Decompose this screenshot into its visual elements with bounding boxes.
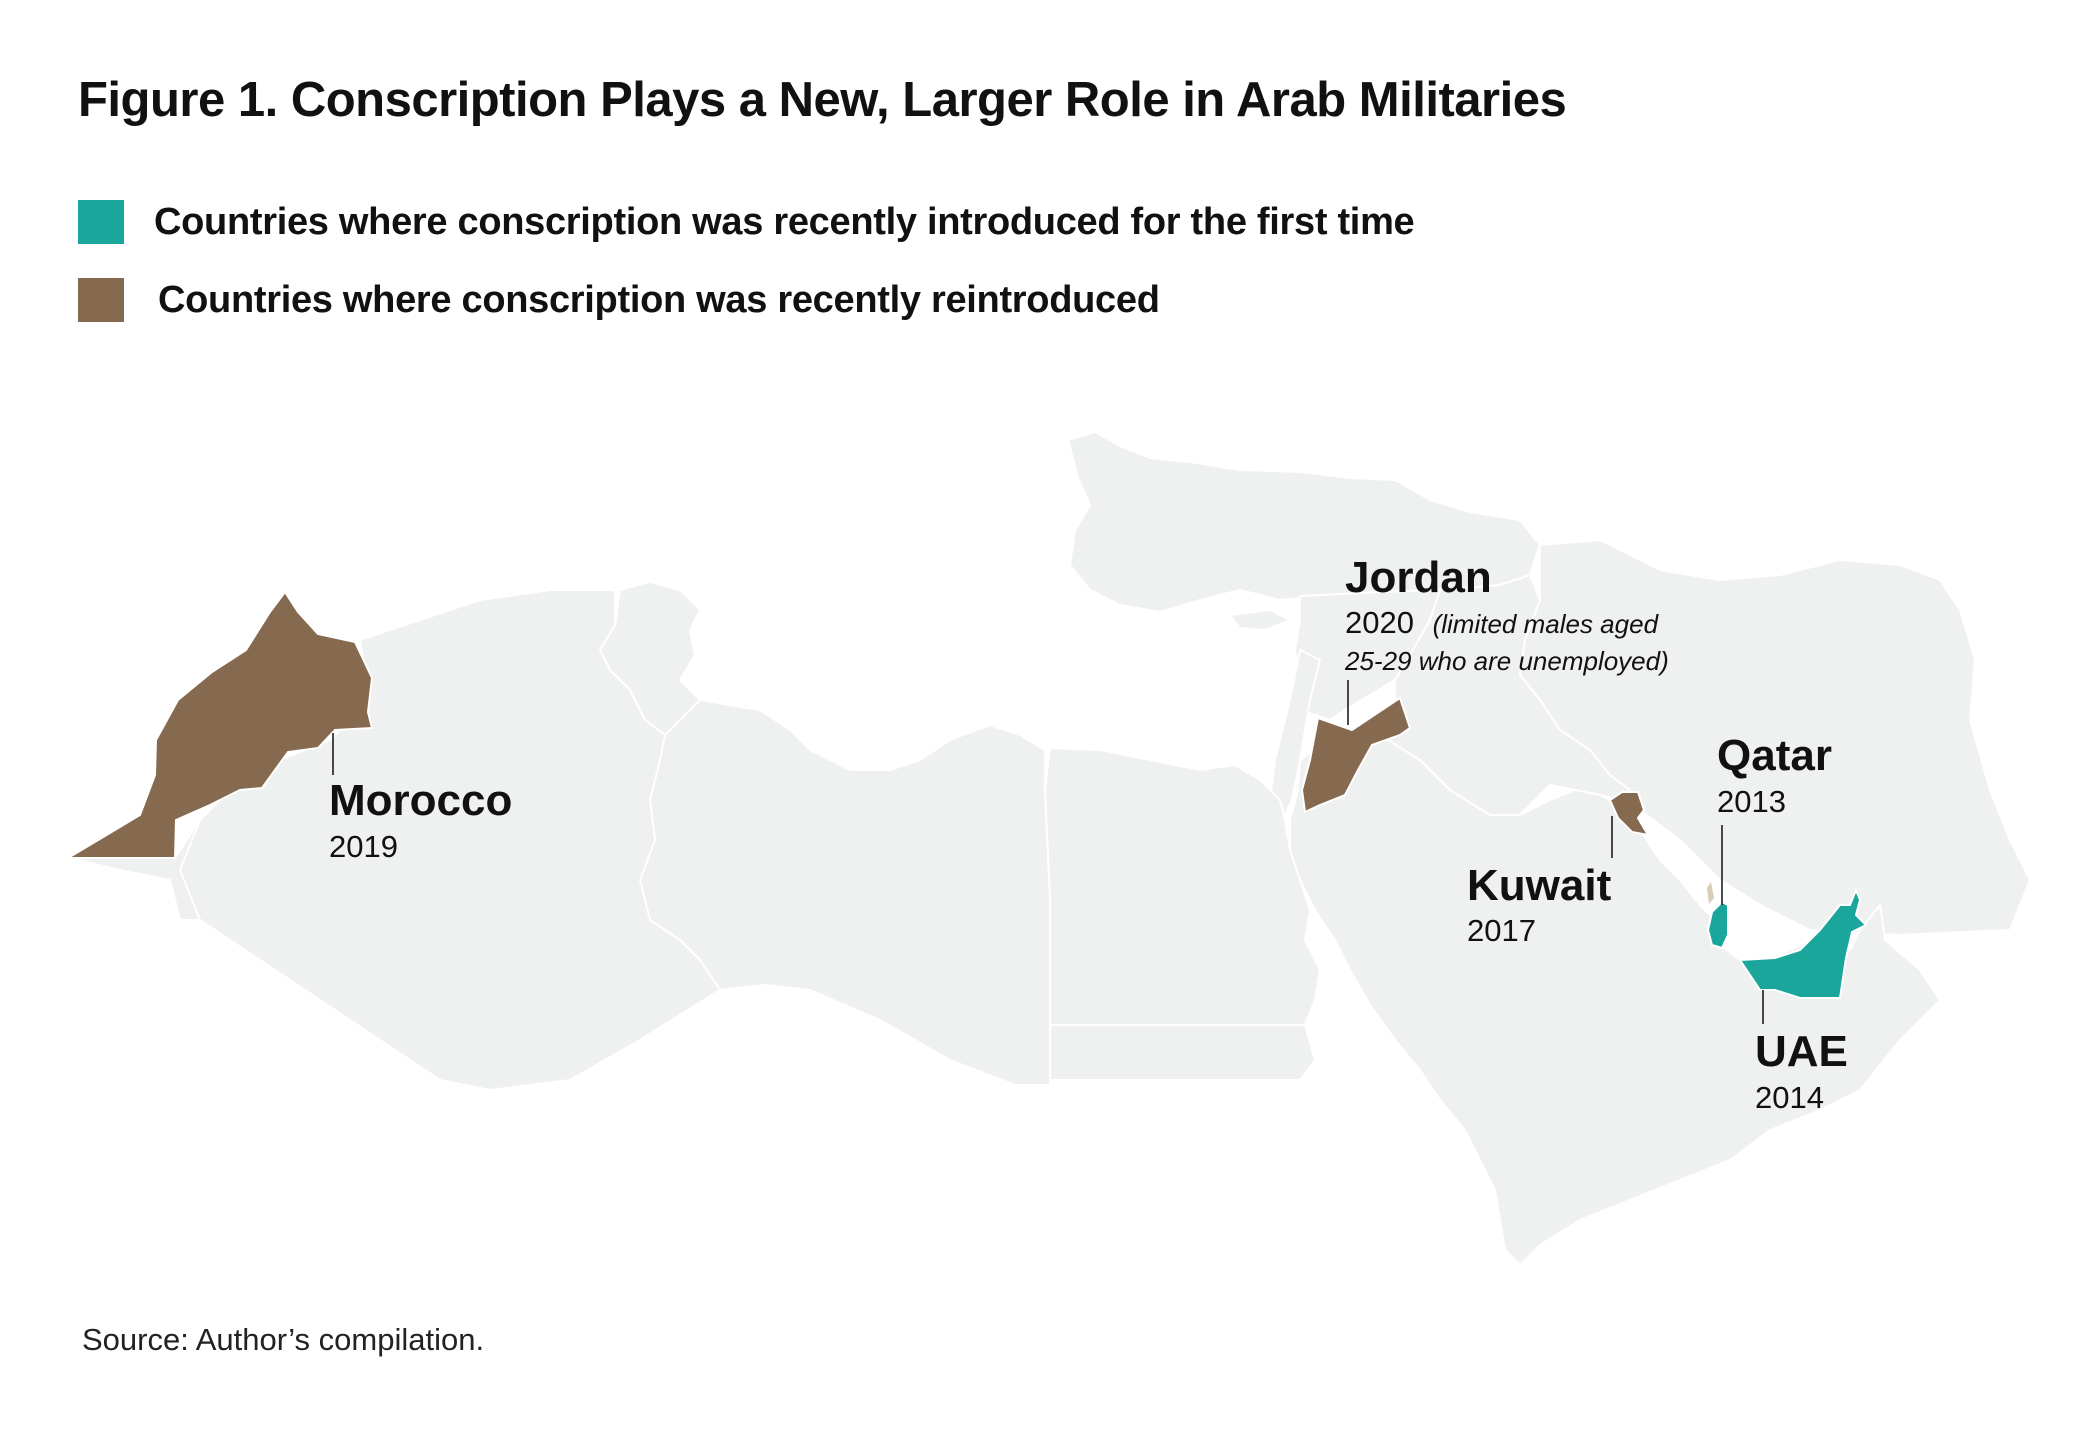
- label-qatar-name: Qatar: [1717, 731, 1832, 780]
- country-libya: [639, 699, 1051, 1086]
- country-western-sahara: [69, 819, 201, 921]
- country-saudi-arabia: [1289, 734, 1941, 1266]
- label-morocco-name: Morocco: [329, 776, 512, 825]
- label-kuwait-year: 2017: [1467, 913, 1536, 948]
- country-cyprus: [1229, 609, 1291, 631]
- legend-swatch-introduced: [78, 200, 124, 244]
- base-land: [69, 431, 2031, 1266]
- label-uae-name: UAE: [1755, 1027, 1848, 1076]
- label-jordan-year-value: 2020: [1345, 605, 1414, 640]
- country-morocco: [64, 590, 374, 859]
- legend-label-introduced: Countries where conscription was recentl…: [154, 200, 1415, 243]
- label-qatar-year: 2013: [1717, 784, 1786, 819]
- figure-title: Figure 1. Conscription Plays a New, Larg…: [78, 73, 1567, 127]
- country-sudan: [1049, 1024, 1316, 1081]
- label-jordan-note-1: (limited males aged: [1433, 609, 1660, 639]
- legend-label-reintroduced: Countries where conscription was recentl…: [158, 278, 1160, 321]
- country-jordan: [1300, 696, 1412, 814]
- source-note: Source: Author’s compilation.: [82, 1322, 485, 1357]
- legend-swatch-reintroduced: [78, 278, 124, 322]
- country-levant: [1269, 649, 1321, 826]
- country-uae: [1738, 887, 1868, 999]
- label-jordan-note-2: 25-29 who are unemployed): [1344, 646, 1669, 676]
- legend-item-introduced: Countries where conscription was recentl…: [78, 200, 1415, 244]
- country-bahrain: [1707, 882, 1714, 904]
- label-uae-year: 2014: [1755, 1080, 1824, 1115]
- label-morocco-year: 2019: [329, 829, 398, 864]
- label-jordan-year: 2020 (limited males aged: [1345, 605, 1660, 640]
- country-qatar: [1706, 900, 1729, 950]
- legend-item-reintroduced: Countries where conscription was recentl…: [78, 278, 1160, 322]
- label-kuwait-name: Kuwait: [1467, 861, 1612, 910]
- country-kuwait: [1608, 791, 1650, 837]
- label-jordan-name: Jordan: [1345, 553, 1492, 602]
